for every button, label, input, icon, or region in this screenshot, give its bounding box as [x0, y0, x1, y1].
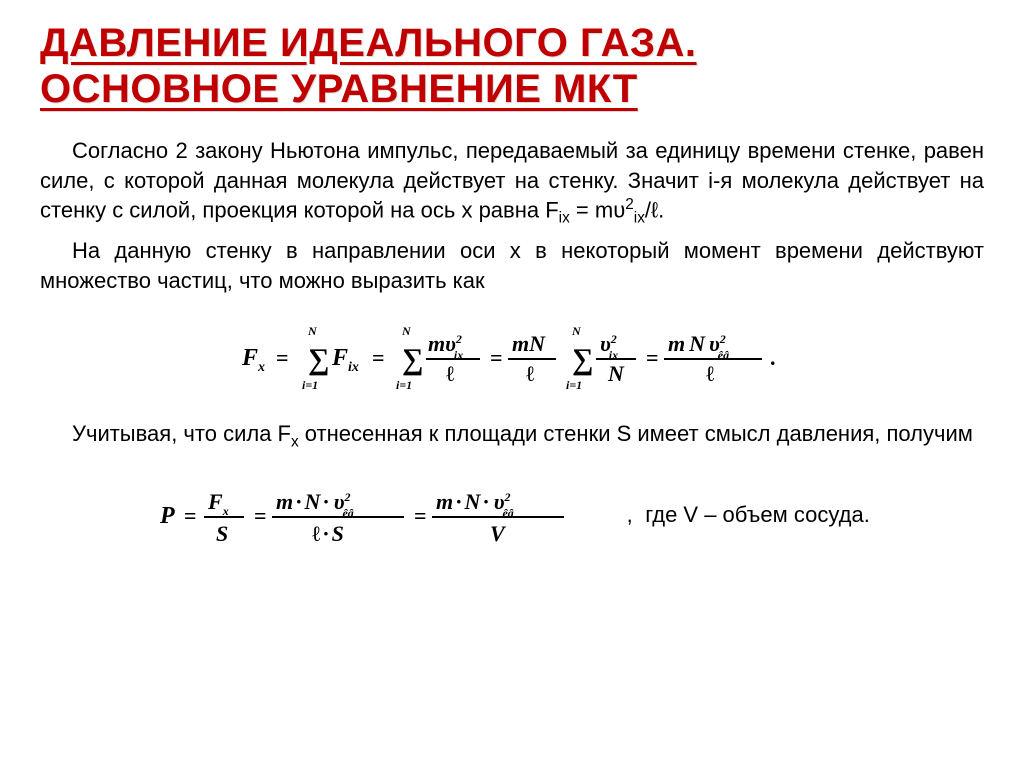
paragraph-1: Согласно 2 закону Ньютона импульс, перед…: [40, 136, 984, 230]
f2-den2: ℓ·S: [312, 521, 344, 546]
f2-num3: m·N·υ2êâ: [436, 489, 514, 520]
f1-sum2: ∑: [402, 343, 423, 376]
para3-text-a: Учитывая, что сила F: [72, 421, 291, 446]
para1-text-a: Согласно 2 закону Ньютона импульс, перед…: [40, 138, 984, 223]
f1-i1b: i=1: [396, 378, 412, 392]
f1-eq3: =: [490, 345, 503, 370]
f1-eq1: =: [276, 345, 289, 370]
para3-text-b: отнесенная к площади стенки S имеет смыс…: [299, 421, 973, 446]
f1-den4: ℓ: [706, 361, 714, 386]
formula-2-comma: ,: [627, 502, 633, 528]
f1-N1: N: [307, 324, 318, 338]
f1-N2: N: [401, 324, 412, 338]
f1-N3: N: [571, 324, 582, 338]
f1-den3a: ℓ: [526, 361, 534, 386]
formula-2-block: P = Fx S = m·N·υ2êâ ℓ·S = m·N·υ2êâ V , г…: [40, 475, 984, 555]
formula-2: P = Fx S = m·N·υ2êâ ℓ·S = m·N·υ2êâ V: [154, 475, 614, 555]
f1-i1c: i=1: [566, 378, 582, 392]
f1-den3b: N: [607, 361, 625, 386]
f1-Fix: Fix: [331, 345, 359, 375]
f2-den3: V: [490, 521, 507, 546]
para1-sub2: ix: [634, 210, 645, 227]
f2-Fx: Fx: [207, 489, 229, 518]
f2-num2: m·N·υ2êâ: [276, 489, 354, 520]
f1-mN: mN: [512, 331, 546, 356]
f1-num2: mυ2ix: [428, 331, 463, 362]
para1-text-b: = mυ: [570, 198, 625, 223]
f2-P: P: [159, 503, 175, 529]
para1-sup: 2: [625, 196, 634, 213]
para1-sub1: ix: [559, 210, 570, 227]
title-line-2: ОСНОВНОЕ УРАВНЕНИЕ МКТ: [40, 67, 638, 111]
f2-eq3: =: [414, 503, 427, 528]
formula-1-block: Fx = ∑ N i=1 Fix = ∑ N i=1 mυ2ix ℓ = mN …: [40, 317, 984, 397]
para1-text-c: /ℓ.: [645, 198, 664, 223]
title-line-1: ДАВЛЕНИЕ ИДЕАЛЬНОГО ГАЗА.: [40, 21, 697, 65]
f1-sum1: ∑: [308, 343, 329, 376]
f2-eq1: =: [184, 503, 197, 528]
formula-1: Fx = ∑ N i=1 Fix = ∑ N i=1 mυ2ix ℓ = mN …: [232, 317, 792, 397]
formula-2-caption: где V – объем сосуда.: [645, 502, 870, 528]
f1-den2: ℓ: [446, 361, 454, 386]
f1-i1a: i=1: [302, 378, 318, 392]
f2-S1: S: [216, 521, 228, 546]
para3-sub: x: [291, 434, 299, 451]
f1-sum3: ∑: [572, 343, 593, 376]
f2-eq2: =: [254, 503, 267, 528]
f1-eq4: =: [646, 345, 659, 370]
paragraph-2: На данную стенку в направлении оси x в н…: [40, 236, 984, 295]
f1-eq2: =: [372, 345, 385, 370]
f1-dot: .: [770, 345, 776, 370]
f1-Fx: Fx: [241, 345, 265, 375]
slide-title: ДАВЛЕНИЕ ИДЕАЛЬНОГО ГАЗА. ОСНОВНОЕ УРАВН…: [40, 20, 984, 112]
f1-num4: mNυ2êâ: [668, 331, 729, 362]
paragraph-3: Учитывая, что сила Fx отнесенная к площа…: [40, 419, 984, 453]
f1-num3b: υ2ix: [600, 331, 618, 362]
